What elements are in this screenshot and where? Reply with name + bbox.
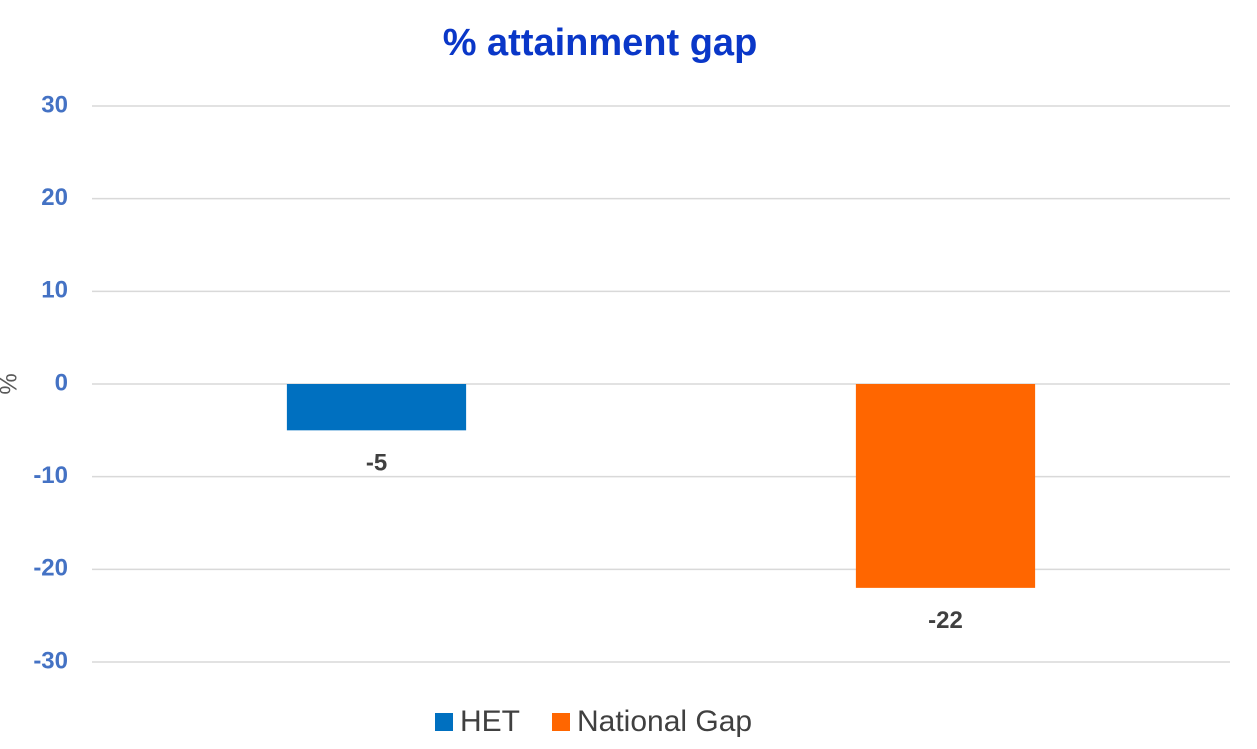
y-axis-label: % <box>0 373 22 394</box>
data-label: -22 <box>928 607 963 634</box>
y-tick-label: 0 <box>55 369 68 396</box>
y-tick-label: 30 <box>41 91 68 118</box>
legend-swatch <box>552 713 570 731</box>
bar <box>855 384 1036 588</box>
chart-title: % attainment gap <box>443 22 758 64</box>
y-tick-label: 20 <box>41 184 68 211</box>
legend-label: HET <box>460 705 520 738</box>
y-tick-label: 10 <box>41 277 68 304</box>
bar <box>286 384 467 431</box>
legend-swatch <box>435 713 453 731</box>
y-tick-label: -30 <box>33 647 68 674</box>
data-label: -5 <box>366 450 387 477</box>
y-tick-label: -10 <box>33 462 68 489</box>
y-tick-label: -20 <box>33 555 68 582</box>
legend-label: National Gap <box>577 705 752 738</box>
